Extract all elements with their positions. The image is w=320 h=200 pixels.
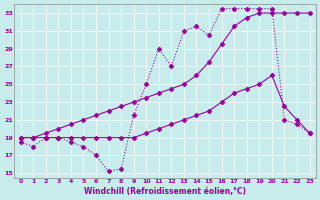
X-axis label: Windchill (Refroidissement éolien,°C): Windchill (Refroidissement éolien,°C) xyxy=(84,187,246,196)
